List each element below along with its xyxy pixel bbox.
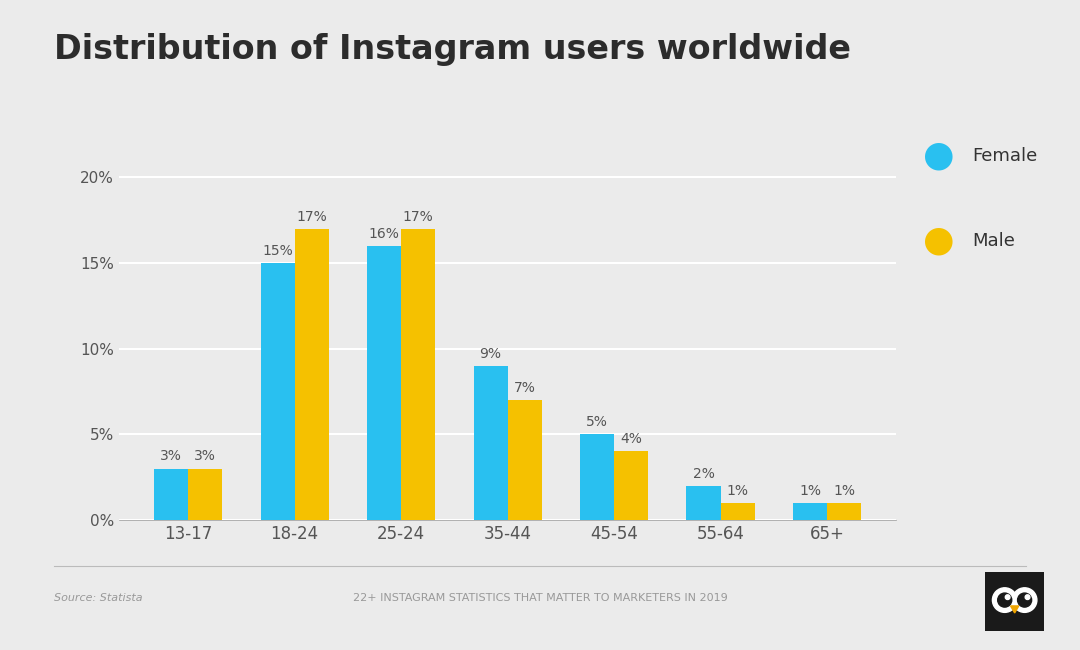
Polygon shape	[995, 573, 1009, 584]
Circle shape	[993, 588, 1017, 612]
Text: ●: ●	[923, 224, 955, 257]
Bar	[508, 400, 542, 520]
Bar	[260, 263, 295, 520]
Circle shape	[1005, 595, 1010, 599]
Bar	[687, 486, 720, 520]
FancyBboxPatch shape	[984, 569, 1045, 634]
Text: Male: Male	[972, 231, 1015, 250]
Circle shape	[1012, 588, 1037, 612]
Text: 22+ INSTAGRAM STATISTICS THAT MATTER TO MARKETERS IN 2019: 22+ INSTAGRAM STATISTICS THAT MATTER TO …	[353, 593, 727, 603]
Bar	[401, 229, 435, 520]
Text: ●: ●	[923, 139, 955, 173]
Bar	[720, 503, 755, 520]
Text: 1%: 1%	[727, 484, 748, 498]
Bar	[188, 469, 222, 520]
Text: 1%: 1%	[833, 484, 855, 498]
Polygon shape	[1011, 606, 1018, 613]
Text: 15%: 15%	[262, 244, 293, 258]
Text: 2%: 2%	[692, 467, 715, 480]
Text: Distribution of Instagram users worldwide: Distribution of Instagram users worldwid…	[54, 32, 851, 66]
Circle shape	[1025, 595, 1030, 599]
Bar	[615, 452, 648, 520]
Text: Source: Statista: Source: Statista	[54, 593, 143, 603]
Bar	[473, 366, 508, 520]
Bar	[827, 503, 861, 520]
Polygon shape	[1021, 573, 1035, 584]
Text: 4%: 4%	[620, 432, 642, 447]
Circle shape	[998, 593, 1012, 607]
Text: 17%: 17%	[403, 209, 433, 224]
Bar	[367, 246, 401, 520]
Text: 5%: 5%	[586, 415, 608, 429]
Bar	[580, 434, 615, 520]
Text: Female: Female	[972, 147, 1037, 165]
Text: 3%: 3%	[160, 449, 183, 463]
Text: 17%: 17%	[296, 209, 327, 224]
Text: 7%: 7%	[514, 381, 536, 395]
Text: 16%: 16%	[368, 227, 400, 240]
Bar	[295, 229, 328, 520]
Text: 3%: 3%	[194, 449, 216, 463]
Circle shape	[1017, 593, 1031, 607]
Text: 1%: 1%	[799, 484, 821, 498]
Text: 9%: 9%	[480, 346, 501, 361]
Bar	[154, 469, 188, 520]
Bar	[793, 503, 827, 520]
